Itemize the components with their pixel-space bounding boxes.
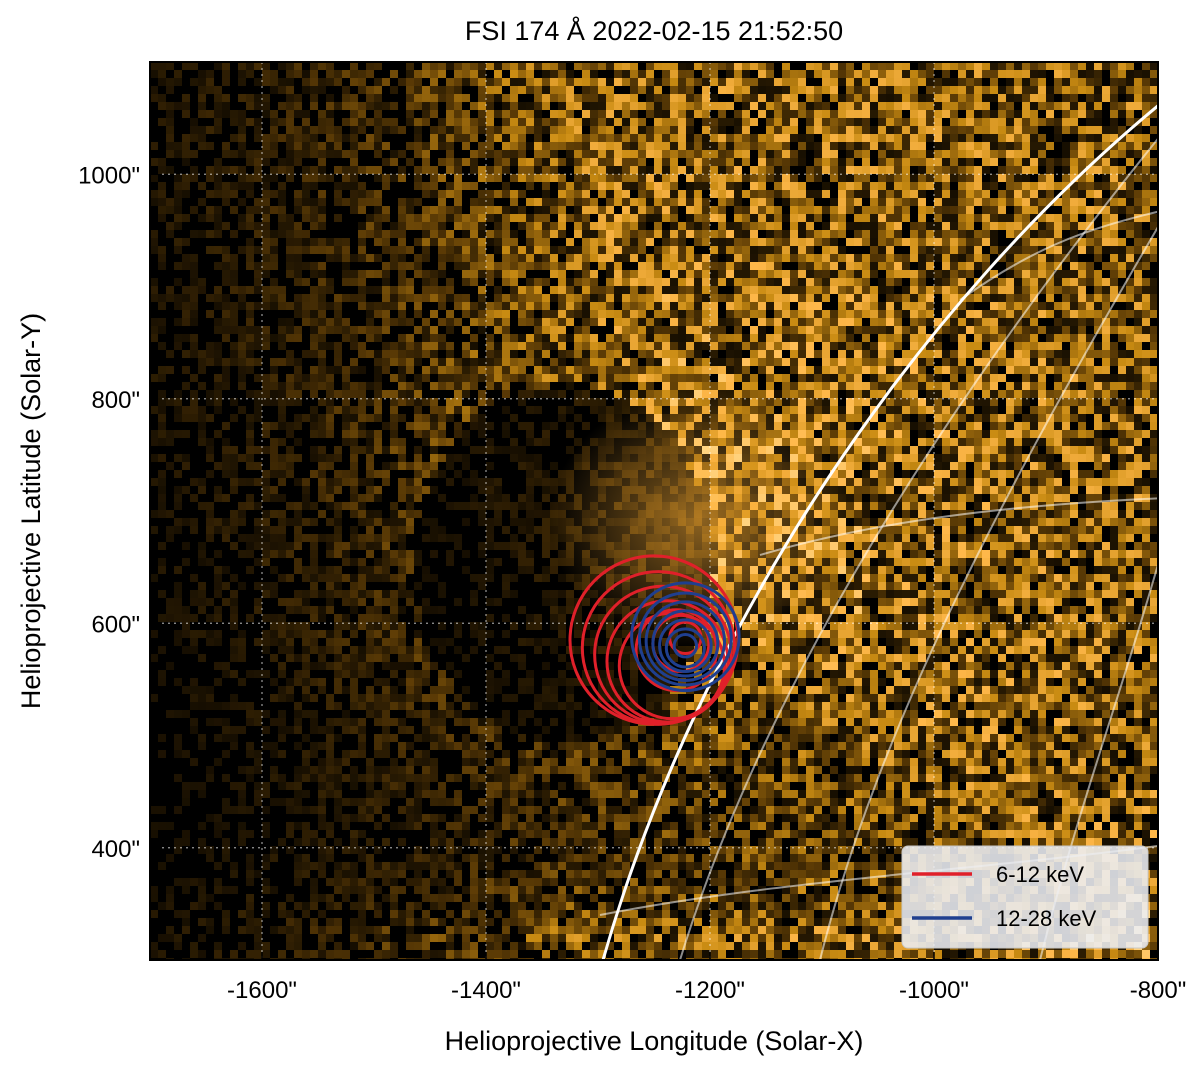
solar-grid: [599, 103, 1158, 960]
plot-frame: [149, 61, 1159, 961]
contour-12-28-kev: [637, 591, 733, 687]
parallel-line: [959, 210, 1158, 301]
fsi-intensity-map: [150, 62, 1158, 960]
legend-box: [901, 845, 1149, 949]
x-tick-label: -1400": [451, 977, 521, 1004]
y-tick-label: 400": [91, 836, 140, 863]
contour-12-28-kev: [658, 618, 713, 674]
solar-limb-line: [601, 103, 1158, 960]
axis-ticks: -1600" -1400" -1200" -1000" -800" 400" 600" 800…: [78, 162, 1186, 1004]
parallel-line: [759, 497, 1158, 556]
y-axis-label: Helioprojective Latitude (Solar-Y): [16, 313, 46, 709]
x-tick-label: -1000": [899, 977, 969, 1004]
hxr-contours: [568, 554, 741, 726]
x-tick-label: -800": [1130, 977, 1187, 1004]
contour-12-28-kev: [664, 627, 706, 669]
contour-12-28-kev: [644, 600, 727, 682]
plot-area: [150, 62, 1158, 960]
contour-12-28-kev: [630, 581, 741, 693]
y-tick-label: 800": [91, 387, 140, 414]
legend-label-12-28-kev: 12-28 keV: [996, 906, 1097, 931]
x-tick-label: -1200": [675, 977, 745, 1004]
active-region-glow: [550, 390, 850, 650]
x-axis-label: Helioprojective Longitude (Solar-X): [445, 1026, 864, 1056]
legend: 6-12 keV 12-28 keV: [901, 845, 1149, 949]
meridian-line: [679, 137, 1158, 960]
meridian-line: [819, 225, 1158, 960]
y-tick-label: 1000": [78, 162, 140, 189]
x-tick-label: -1600": [227, 977, 297, 1004]
legend-label-6-12-kev: 6-12 keV: [996, 862, 1084, 887]
contour-12-28-kev: [672, 632, 699, 659]
contour-6-12-kev: [605, 599, 730, 724]
chart-title: FSI 174 Å 2022-02-15 21:52:50: [465, 15, 843, 46]
contour-12-28-kev: [651, 609, 720, 678]
y-tick-label: 600": [91, 611, 140, 638]
